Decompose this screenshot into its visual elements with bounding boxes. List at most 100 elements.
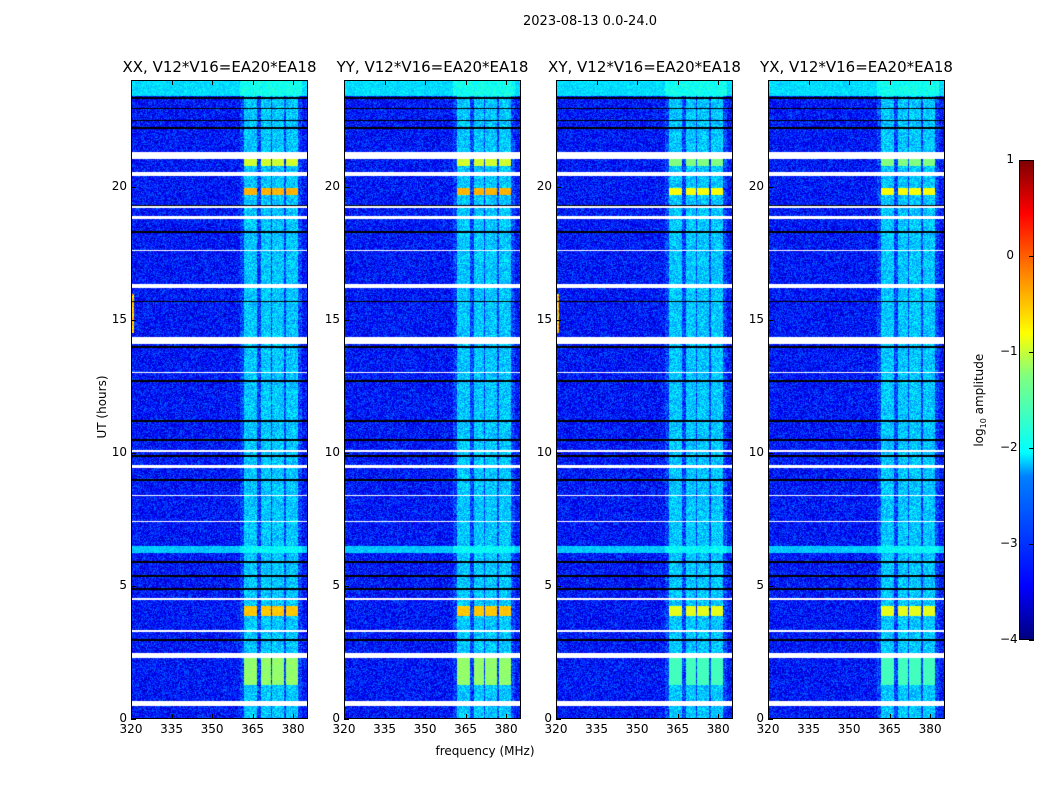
y-tick-mark	[556, 452, 561, 454]
x-tick-label: 350	[625, 722, 649, 736]
colorbar-tick-label: −4	[1000, 632, 1018, 646]
x-tick-label: 350	[837, 722, 861, 736]
x-axis-label: frequency (MHz)	[435, 744, 535, 758]
y-tick-label: 0	[119, 711, 127, 725]
x-tick-mark	[131, 714, 132, 719]
y-tick-mark	[768, 585, 773, 587]
x-tick-label: 335	[797, 722, 820, 736]
x-tick-mark	[889, 80, 891, 85]
x-tick-mark	[425, 714, 427, 719]
x-tick-mark	[506, 714, 508, 719]
panel-title: YY, V12*V16=EA20*EA18	[336, 58, 529, 76]
x-tick-mark	[344, 714, 345, 719]
x-tick-mark	[465, 714, 467, 719]
colorbar-label-log: log	[971, 428, 986, 447]
x-tick-label: 320	[544, 722, 568, 736]
panel-title: XX, V12*V16=EA20*EA18	[122, 58, 317, 76]
colorbar-label-rest: amplitude	[971, 353, 986, 419]
y-tick-label: 20	[748, 178, 764, 193]
x-tick-label: 365	[454, 722, 478, 736]
y-tick-mark	[344, 585, 349, 587]
x-tick-mark	[637, 80, 639, 85]
x-tick-label: 335	[160, 722, 183, 736]
x-tick-mark	[425, 80, 427, 85]
x-tick-mark	[556, 80, 557, 85]
y-tick-label: 15	[536, 311, 552, 326]
y-tick-label: 5	[544, 577, 552, 592]
y-axis-label: UT (hours)	[95, 375, 109, 439]
x-tick-mark	[596, 714, 598, 719]
x-tick-mark	[930, 714, 932, 719]
colorbar-label: log10 amplitude	[972, 340, 988, 460]
waterfall-heatmap	[131, 80, 308, 719]
y-tick-mark	[768, 186, 773, 188]
y-tick-label: 5	[756, 577, 764, 592]
x-tick-mark	[252, 80, 254, 85]
y-tick-mark	[344, 186, 349, 188]
x-tick-label: 320	[332, 722, 356, 736]
x-tick-mark	[808, 80, 810, 85]
panel-title: XY, V12*V16=EA20*EA18	[548, 58, 741, 76]
colorbar-tick-label: 0	[1006, 248, 1014, 262]
x-tick-mark	[465, 80, 467, 85]
x-tick-mark	[212, 714, 214, 719]
x-tick-label: 380	[706, 722, 730, 736]
panel-0: XX, V12*V16=EA20*EA18 320 335 350 365 380 0 5 10…	[112, 58, 317, 736]
x-tick-mark	[889, 714, 891, 719]
colorbar-tick-label: −3	[1000, 536, 1018, 550]
x-tick-mark	[718, 80, 720, 85]
x-tick-label: 380	[281, 722, 305, 736]
y-tick-mark	[131, 452, 136, 454]
y-tick-mark	[131, 186, 136, 188]
x-tick-label: 335	[373, 722, 396, 736]
y-tick-label: 0	[332, 711, 340, 725]
y-tick-mark	[344, 719, 349, 720]
y-tick-label: 0	[756, 711, 764, 725]
colorbar-tick-mark	[1029, 544, 1034, 545]
x-tick-mark	[677, 714, 679, 719]
y-tick-mark	[768, 319, 773, 321]
y-tick-label: 10	[111, 444, 127, 459]
panel-title: YX, V12*V16=EA20*EA18	[760, 58, 953, 76]
x-tick-label: 350	[413, 722, 437, 736]
x-tick-label: 320	[756, 722, 780, 736]
x-tick-mark	[171, 80, 173, 85]
x-tick-label: 335	[585, 722, 608, 736]
y-tick-mark	[556, 585, 561, 587]
waterfall-heatmap	[556, 80, 733, 719]
x-tick-label: 380	[918, 722, 942, 736]
x-tick-mark	[252, 714, 254, 719]
y-tick-label: 10	[324, 444, 340, 459]
y-tick-label: 5	[332, 577, 340, 592]
y-tick-mark	[768, 719, 773, 720]
y-tick-label: 20	[536, 178, 552, 193]
y-tick-label: 10	[536, 444, 552, 459]
x-tick-mark	[384, 80, 386, 85]
figure-title: 2023-08-13 0.0-24.0	[523, 14, 657, 29]
waterfall-heatmap	[344, 80, 521, 719]
colorbar-tick-mark	[1029, 640, 1034, 641]
y-tick-label: 10	[748, 444, 764, 459]
x-tick-mark	[212, 80, 214, 85]
x-tick-mark	[384, 714, 386, 719]
x-tick-mark	[849, 80, 851, 85]
x-tick-mark	[131, 80, 132, 85]
x-tick-label: 365	[241, 722, 265, 736]
x-tick-label: 365	[878, 722, 902, 736]
y-tick-mark	[556, 186, 561, 188]
x-tick-mark	[596, 80, 598, 85]
y-tick-label: 20	[111, 178, 127, 193]
x-tick-mark	[808, 714, 810, 719]
y-tick-mark	[131, 319, 136, 321]
x-tick-label: 365	[666, 722, 690, 736]
colorbar-tick-label: −1	[1000, 344, 1018, 358]
x-tick-label: 380	[494, 722, 518, 736]
y-tick-label: 15	[324, 311, 340, 326]
y-tick-mark	[131, 719, 136, 720]
y-tick-mark	[768, 452, 773, 454]
y-tick-mark	[344, 452, 349, 454]
x-tick-mark	[849, 714, 851, 719]
x-tick-mark	[768, 80, 769, 85]
y-tick-label: 0	[544, 711, 552, 725]
y-tick-label: 20	[324, 178, 340, 193]
